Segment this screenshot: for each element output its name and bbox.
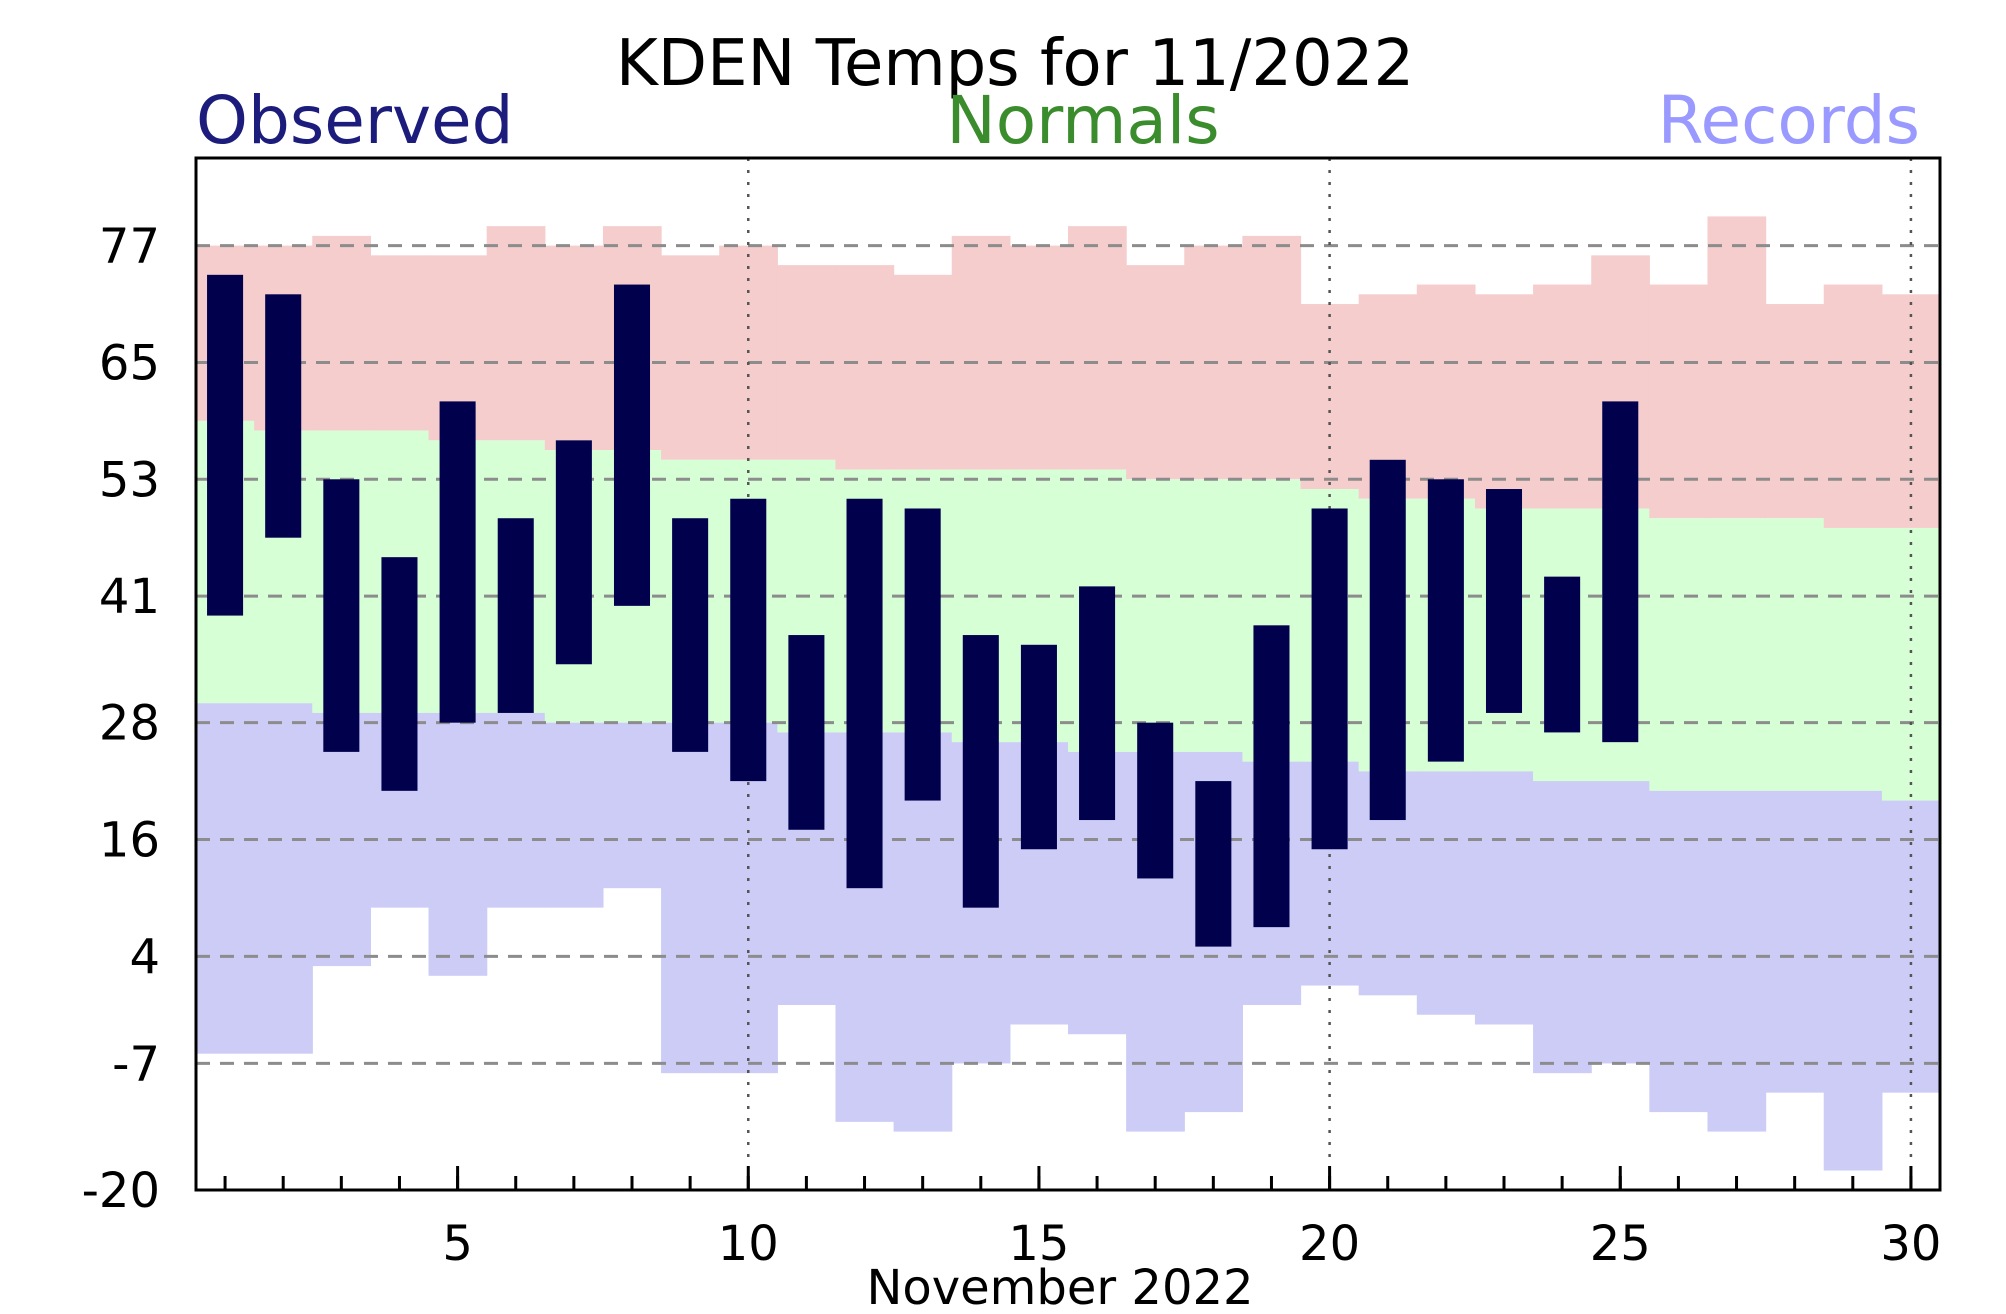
y-tick-label: 53 xyxy=(99,452,160,508)
plot-frame xyxy=(194,156,1942,1192)
record-high-band xyxy=(1126,265,1185,480)
normal-band xyxy=(1184,479,1243,752)
observed-bar xyxy=(439,401,476,723)
observed-bar xyxy=(1544,576,1581,733)
y-tick-label: 16 xyxy=(99,813,160,869)
normal-band xyxy=(1126,479,1185,752)
observed-bar xyxy=(497,518,534,713)
legend-observed: Observed xyxy=(196,82,514,159)
record-high-band xyxy=(661,255,720,460)
observed-bar xyxy=(962,635,999,908)
record-high-band xyxy=(312,235,371,431)
observed-bar xyxy=(1485,489,1523,713)
observed-bar xyxy=(846,498,883,889)
climatology-areas xyxy=(196,216,1941,1171)
record-low-band xyxy=(1533,781,1592,1074)
record-high-band xyxy=(1707,216,1767,519)
record-high-band xyxy=(1765,304,1825,519)
axis-ticks: 5 10 15 20 25 30 -20 -7 4 16 28 41 53 65 77 xyxy=(82,219,1942,1272)
x-axis-label: November 2022 xyxy=(866,1260,1253,1314)
legend-records: Records xyxy=(1658,82,1920,159)
record-high-band xyxy=(1068,226,1127,470)
x-tick-label: 30 xyxy=(1880,1216,1941,1272)
chart-title: KDEN Temps for 11/2022 xyxy=(616,27,1414,101)
record-low-band xyxy=(602,722,662,889)
normal-band xyxy=(1707,518,1767,791)
record-high-band xyxy=(1533,284,1592,509)
y-tick-label: 41 xyxy=(99,569,160,625)
x-tick-label: 20 xyxy=(1299,1216,1360,1272)
record-high-band xyxy=(1474,294,1534,509)
record-low-band xyxy=(428,712,488,976)
observed-bar xyxy=(904,508,941,801)
record-low-band xyxy=(1591,781,1650,1064)
record-high-band xyxy=(1300,304,1360,490)
observed-bar xyxy=(1195,781,1232,947)
record-high-band xyxy=(893,274,953,470)
normal-band xyxy=(1765,518,1825,791)
record-low-band xyxy=(1707,790,1767,1132)
record-high-band xyxy=(1823,284,1883,528)
record-low-band xyxy=(1474,771,1534,1025)
observed-bar xyxy=(1602,401,1639,743)
y-tick-label: 65 xyxy=(99,335,160,391)
record-low-band xyxy=(1416,771,1476,1015)
y-tick-label: 28 xyxy=(99,696,160,752)
record-high-band xyxy=(1242,235,1302,480)
y-tick-label: 4 xyxy=(129,929,160,985)
x-tick-label: 25 xyxy=(1590,1216,1651,1272)
legend-normals: Normals xyxy=(946,82,1219,159)
record-high-band xyxy=(486,226,546,441)
record-low-band xyxy=(544,722,604,908)
observed-bar xyxy=(672,518,709,752)
observed-bar xyxy=(323,479,360,752)
record-high-band xyxy=(1649,284,1709,519)
observed-bar xyxy=(730,498,767,782)
record-high-band xyxy=(1009,245,1069,470)
record-low-band xyxy=(661,722,720,1074)
record-low-band xyxy=(486,712,546,908)
observed-bar xyxy=(1253,625,1290,928)
y-tick-label: -7 xyxy=(112,1036,160,1092)
y-tick-label: 77 xyxy=(99,219,160,275)
record-low-band xyxy=(1881,800,1941,1093)
observed-bar xyxy=(788,635,825,830)
record-low-band xyxy=(1823,790,1883,1171)
observed-bar xyxy=(613,284,651,606)
observed-bar xyxy=(207,274,244,616)
observed-bar xyxy=(1137,722,1174,879)
observed-bar xyxy=(1079,586,1116,821)
record-high-band xyxy=(544,245,604,451)
observed-bar xyxy=(265,294,302,538)
observed-bar xyxy=(1311,508,1348,850)
y-tick-label: -20 xyxy=(82,1163,160,1219)
observed-bar xyxy=(555,440,592,665)
record-high-band xyxy=(951,235,1011,470)
record-high-band xyxy=(1416,284,1476,499)
x-tick-label: 10 xyxy=(718,1216,779,1272)
record-low-band xyxy=(196,703,255,1054)
normal-band xyxy=(1823,527,1883,791)
observed-bar xyxy=(1427,479,1464,762)
observed-bar xyxy=(1020,644,1057,850)
record-high-band xyxy=(370,255,430,431)
x-tick-label: 5 xyxy=(442,1216,473,1272)
observed-bar xyxy=(381,557,418,791)
record-low-band xyxy=(1765,790,1825,1093)
record-low-band xyxy=(254,703,313,1054)
record-high-band xyxy=(835,265,895,470)
x-tick-label: 15 xyxy=(1008,1216,1069,1272)
record-low-band xyxy=(1649,790,1709,1113)
normal-band xyxy=(1649,518,1709,791)
observed-bars xyxy=(207,274,1639,947)
observed-bar xyxy=(1369,459,1406,821)
